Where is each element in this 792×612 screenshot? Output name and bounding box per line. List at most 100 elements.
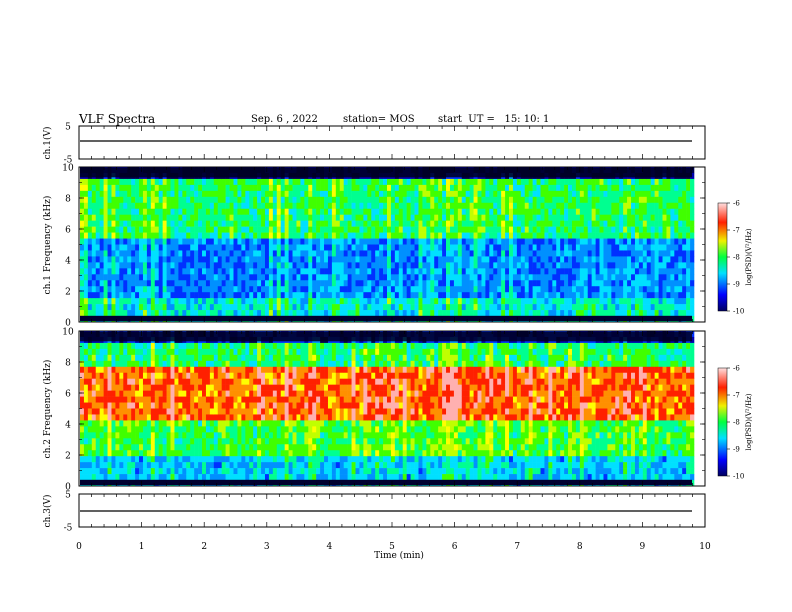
heatmap-cell — [509, 202, 514, 210]
heatmap-cell — [95, 408, 100, 415]
heatmap-cell — [312, 220, 317, 227]
heatmap-cell — [170, 304, 175, 311]
heatmap-cell — [564, 178, 569, 186]
heatmap-cell — [276, 262, 282, 269]
heatmap-cell — [375, 238, 380, 245]
heatmap-cell — [611, 232, 616, 239]
heatmap-cell — [123, 208, 128, 215]
heatmap-cell — [690, 226, 695, 233]
heatmap-cell — [111, 354, 116, 362]
heatmap-cell — [205, 366, 211, 374]
heatmap-cell — [516, 214, 522, 221]
heatmap-cell — [91, 444, 97, 451]
heatmap-cell — [198, 468, 203, 475]
heatmap-cell — [198, 268, 203, 275]
heatmap-cell — [225, 292, 230, 299]
heatmap-cell — [650, 268, 655, 275]
heatmap-cell — [87, 214, 93, 221]
heatmap-cell — [198, 348, 203, 356]
heatmap-cell — [406, 256, 411, 263]
heatmap-cell — [221, 184, 226, 192]
heatmap-cell — [489, 262, 494, 269]
heatmap-cell — [552, 262, 557, 269]
heatmap-cell — [524, 274, 529, 281]
heatmap-cell — [213, 390, 219, 397]
heatmap-cell — [461, 256, 467, 263]
heatmap-cell — [123, 292, 128, 299]
heatmap-cell — [520, 220, 526, 227]
heatmap-cell — [209, 390, 215, 397]
heatmap-cell — [83, 348, 89, 356]
heatmap-cell — [627, 256, 632, 263]
heatmap-cell — [410, 304, 415, 311]
heatmap-cell — [662, 280, 667, 287]
heatmap-cell — [91, 414, 97, 421]
heatmap-cell — [607, 250, 612, 257]
heatmap-cell — [162, 280, 167, 287]
heatmap-cell — [532, 190, 537, 198]
heatmap-cell — [638, 226, 644, 233]
heatmap-cell — [599, 178, 604, 186]
heatmap-cell — [225, 202, 230, 210]
heatmap-cell — [241, 304, 246, 311]
heatmap-cell — [560, 190, 565, 198]
heatmap-cell — [190, 304, 195, 311]
heatmap-cell — [308, 226, 313, 233]
heatmap-cell — [87, 408, 93, 415]
heatmap-cell — [631, 268, 636, 275]
heatmap-cell — [461, 238, 467, 245]
heatmap-cell — [194, 208, 199, 215]
heatmap-cell — [446, 208, 451, 215]
heatmap-cell — [91, 372, 97, 379]
heatmap-cell — [387, 286, 392, 293]
heatmap-cell — [662, 184, 667, 192]
heatmap-cell — [139, 292, 144, 299]
heatmap-cell — [390, 280, 396, 287]
heatmap-cell — [662, 256, 667, 263]
heatmap-cell — [158, 238, 163, 245]
heatmap-cell — [477, 238, 482, 245]
heatmap-cell — [355, 262, 360, 269]
heatmap-cell — [682, 268, 687, 275]
heatmap-cell — [182, 244, 187, 251]
heatmap-cell — [205, 268, 211, 275]
heatmap-cell — [158, 256, 163, 263]
heatmap-cell — [493, 232, 498, 239]
heatmap-cell — [410, 190, 415, 198]
heatmap-cell — [209, 280, 215, 287]
heatmap-cell — [489, 232, 494, 239]
heatmap-cell — [359, 202, 364, 210]
heatmap-cell — [599, 268, 604, 275]
heatmap-cell — [434, 256, 439, 263]
heatmap-cell — [564, 274, 569, 281]
heatmap-cell — [209, 232, 215, 239]
heatmap-cell — [209, 432, 215, 439]
heatmap-cell — [650, 274, 655, 281]
heatmap-cell — [284, 232, 289, 239]
heatmap-cell — [682, 178, 687, 186]
heatmap-cell — [280, 274, 285, 281]
heatmap-cell — [237, 274, 242, 281]
heatmap-cell — [87, 372, 93, 379]
heatmap-cell — [371, 202, 376, 210]
heatmap-cell — [564, 244, 569, 251]
heatmap-cell — [80, 462, 85, 469]
heatmap-cell — [678, 196, 683, 204]
heatmap-cell — [406, 298, 411, 305]
heatmap-cell — [371, 298, 376, 305]
heatmap-cell — [477, 190, 482, 198]
heatmap-cell — [501, 214, 506, 221]
heatmap-cell — [182, 226, 187, 233]
heatmap-cell — [139, 450, 144, 457]
heatmap-cell — [634, 184, 640, 192]
heatmap-cell — [194, 280, 199, 287]
heatmap-cell — [131, 444, 136, 451]
heatmap-cell — [127, 262, 132, 269]
heatmap-cell — [131, 378, 136, 385]
heatmap-cell — [627, 190, 632, 198]
heatmap-cell — [225, 190, 230, 198]
heatmap-cell — [115, 220, 120, 227]
heatmap-cell — [186, 372, 191, 379]
heatmap-cell — [568, 232, 573, 239]
heatmap-cell — [493, 274, 498, 281]
